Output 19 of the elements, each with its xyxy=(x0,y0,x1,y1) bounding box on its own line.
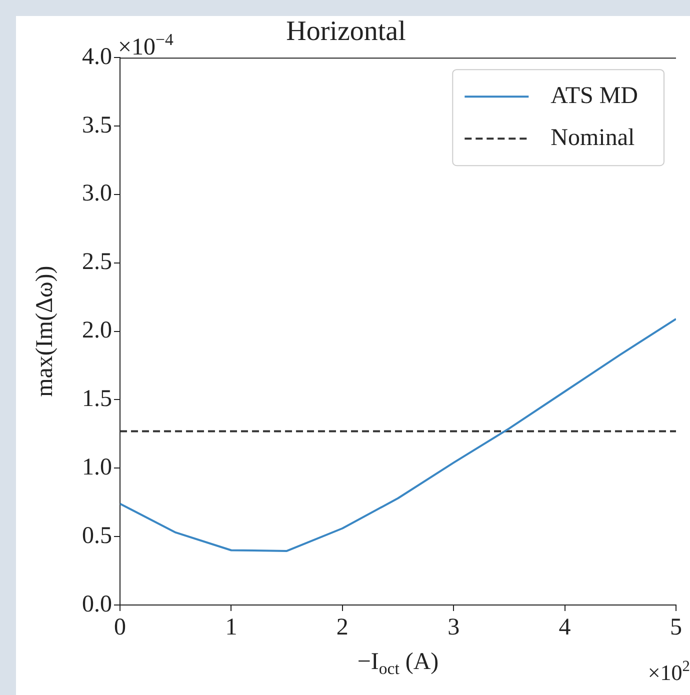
x-tick-label: 3 xyxy=(448,614,460,641)
x-tick-label: 2 xyxy=(336,614,348,641)
y-tick-label: 3.5 xyxy=(82,112,112,138)
x-tick-label: 0 xyxy=(114,614,126,641)
x-tick-label: 1 xyxy=(225,614,238,641)
x-tick-label: 5 xyxy=(670,614,682,641)
legend-label: ATS MD xyxy=(550,82,638,109)
y-axis-title: max(Im(Δω)) xyxy=(32,266,58,397)
x-tick-label: 4 xyxy=(558,614,571,641)
y-tick-label: 2.5 xyxy=(82,249,112,276)
chart-title: Horizontal xyxy=(286,16,406,48)
y-tick-label: 0.0 xyxy=(82,591,112,618)
y-tick-label: 2.0 xyxy=(82,318,112,344)
y-tick-label: 3.0 xyxy=(82,180,112,207)
y-tick-label: 4.0 xyxy=(82,44,112,70)
legend-label: Nominal xyxy=(550,124,635,151)
y-tick-label: 1.5 xyxy=(82,386,112,412)
y-tick-label: 1.0 xyxy=(82,454,112,480)
y-tick-label: 0.5 xyxy=(82,522,112,549)
